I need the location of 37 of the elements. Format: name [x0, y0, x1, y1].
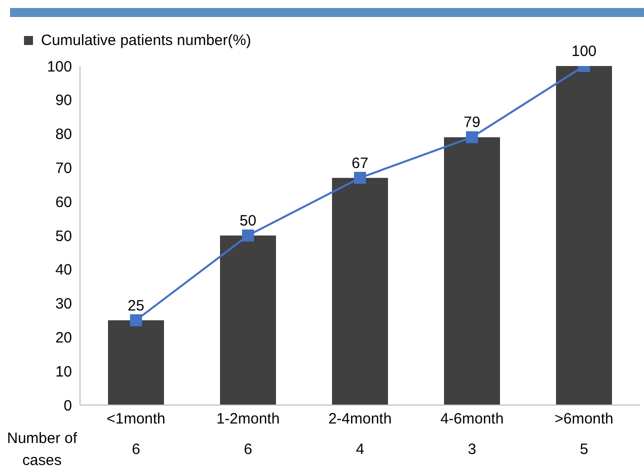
x-tick-label: 2-4month	[328, 410, 392, 428]
text: 6	[132, 441, 140, 458]
bar	[220, 236, 276, 405]
point	[354, 172, 366, 184]
data-label: 79	[464, 114, 480, 132]
text: 4	[356, 441, 364, 458]
y-tick-label: 0	[64, 397, 72, 414]
y-tick-label: 30	[55, 296, 72, 313]
data-label: 67	[352, 154, 368, 172]
data-label: 50	[240, 212, 256, 230]
y-tick-label: 20	[55, 330, 72, 347]
data-label: 100	[571, 43, 597, 60]
text: Number of cases	[6, 430, 78, 469]
y-tick-label: 40	[55, 262, 72, 279]
point	[466, 131, 478, 144]
x-tick-label: <1month	[106, 410, 166, 428]
y-tick-label: 90	[55, 92, 72, 110]
text: 6	[244, 441, 252, 458]
bar	[332, 178, 388, 405]
legend-label: Cumulative patients number(%)	[40, 32, 252, 49]
bar	[556, 66, 612, 405]
y-tick-label: 10	[55, 363, 72, 380]
x-tick-label: 1-2month	[216, 410, 280, 428]
x-tick-label: 4-6month	[440, 410, 504, 428]
y-tick-label: 60	[55, 194, 72, 211]
point	[242, 230, 254, 242]
point	[130, 314, 142, 326]
text: 5	[580, 441, 588, 458]
bar	[444, 137, 500, 405]
data-label: 25	[128, 297, 144, 314]
y-tick-label: 70	[55, 160, 72, 178]
y-tick-label: 50	[55, 228, 72, 245]
y-tick-label: 100	[46, 58, 72, 76]
y-tick-label: 80	[55, 126, 72, 144]
bar	[108, 320, 164, 405]
x-tick-label: >6month	[554, 410, 614, 428]
text: 3	[468, 441, 476, 458]
